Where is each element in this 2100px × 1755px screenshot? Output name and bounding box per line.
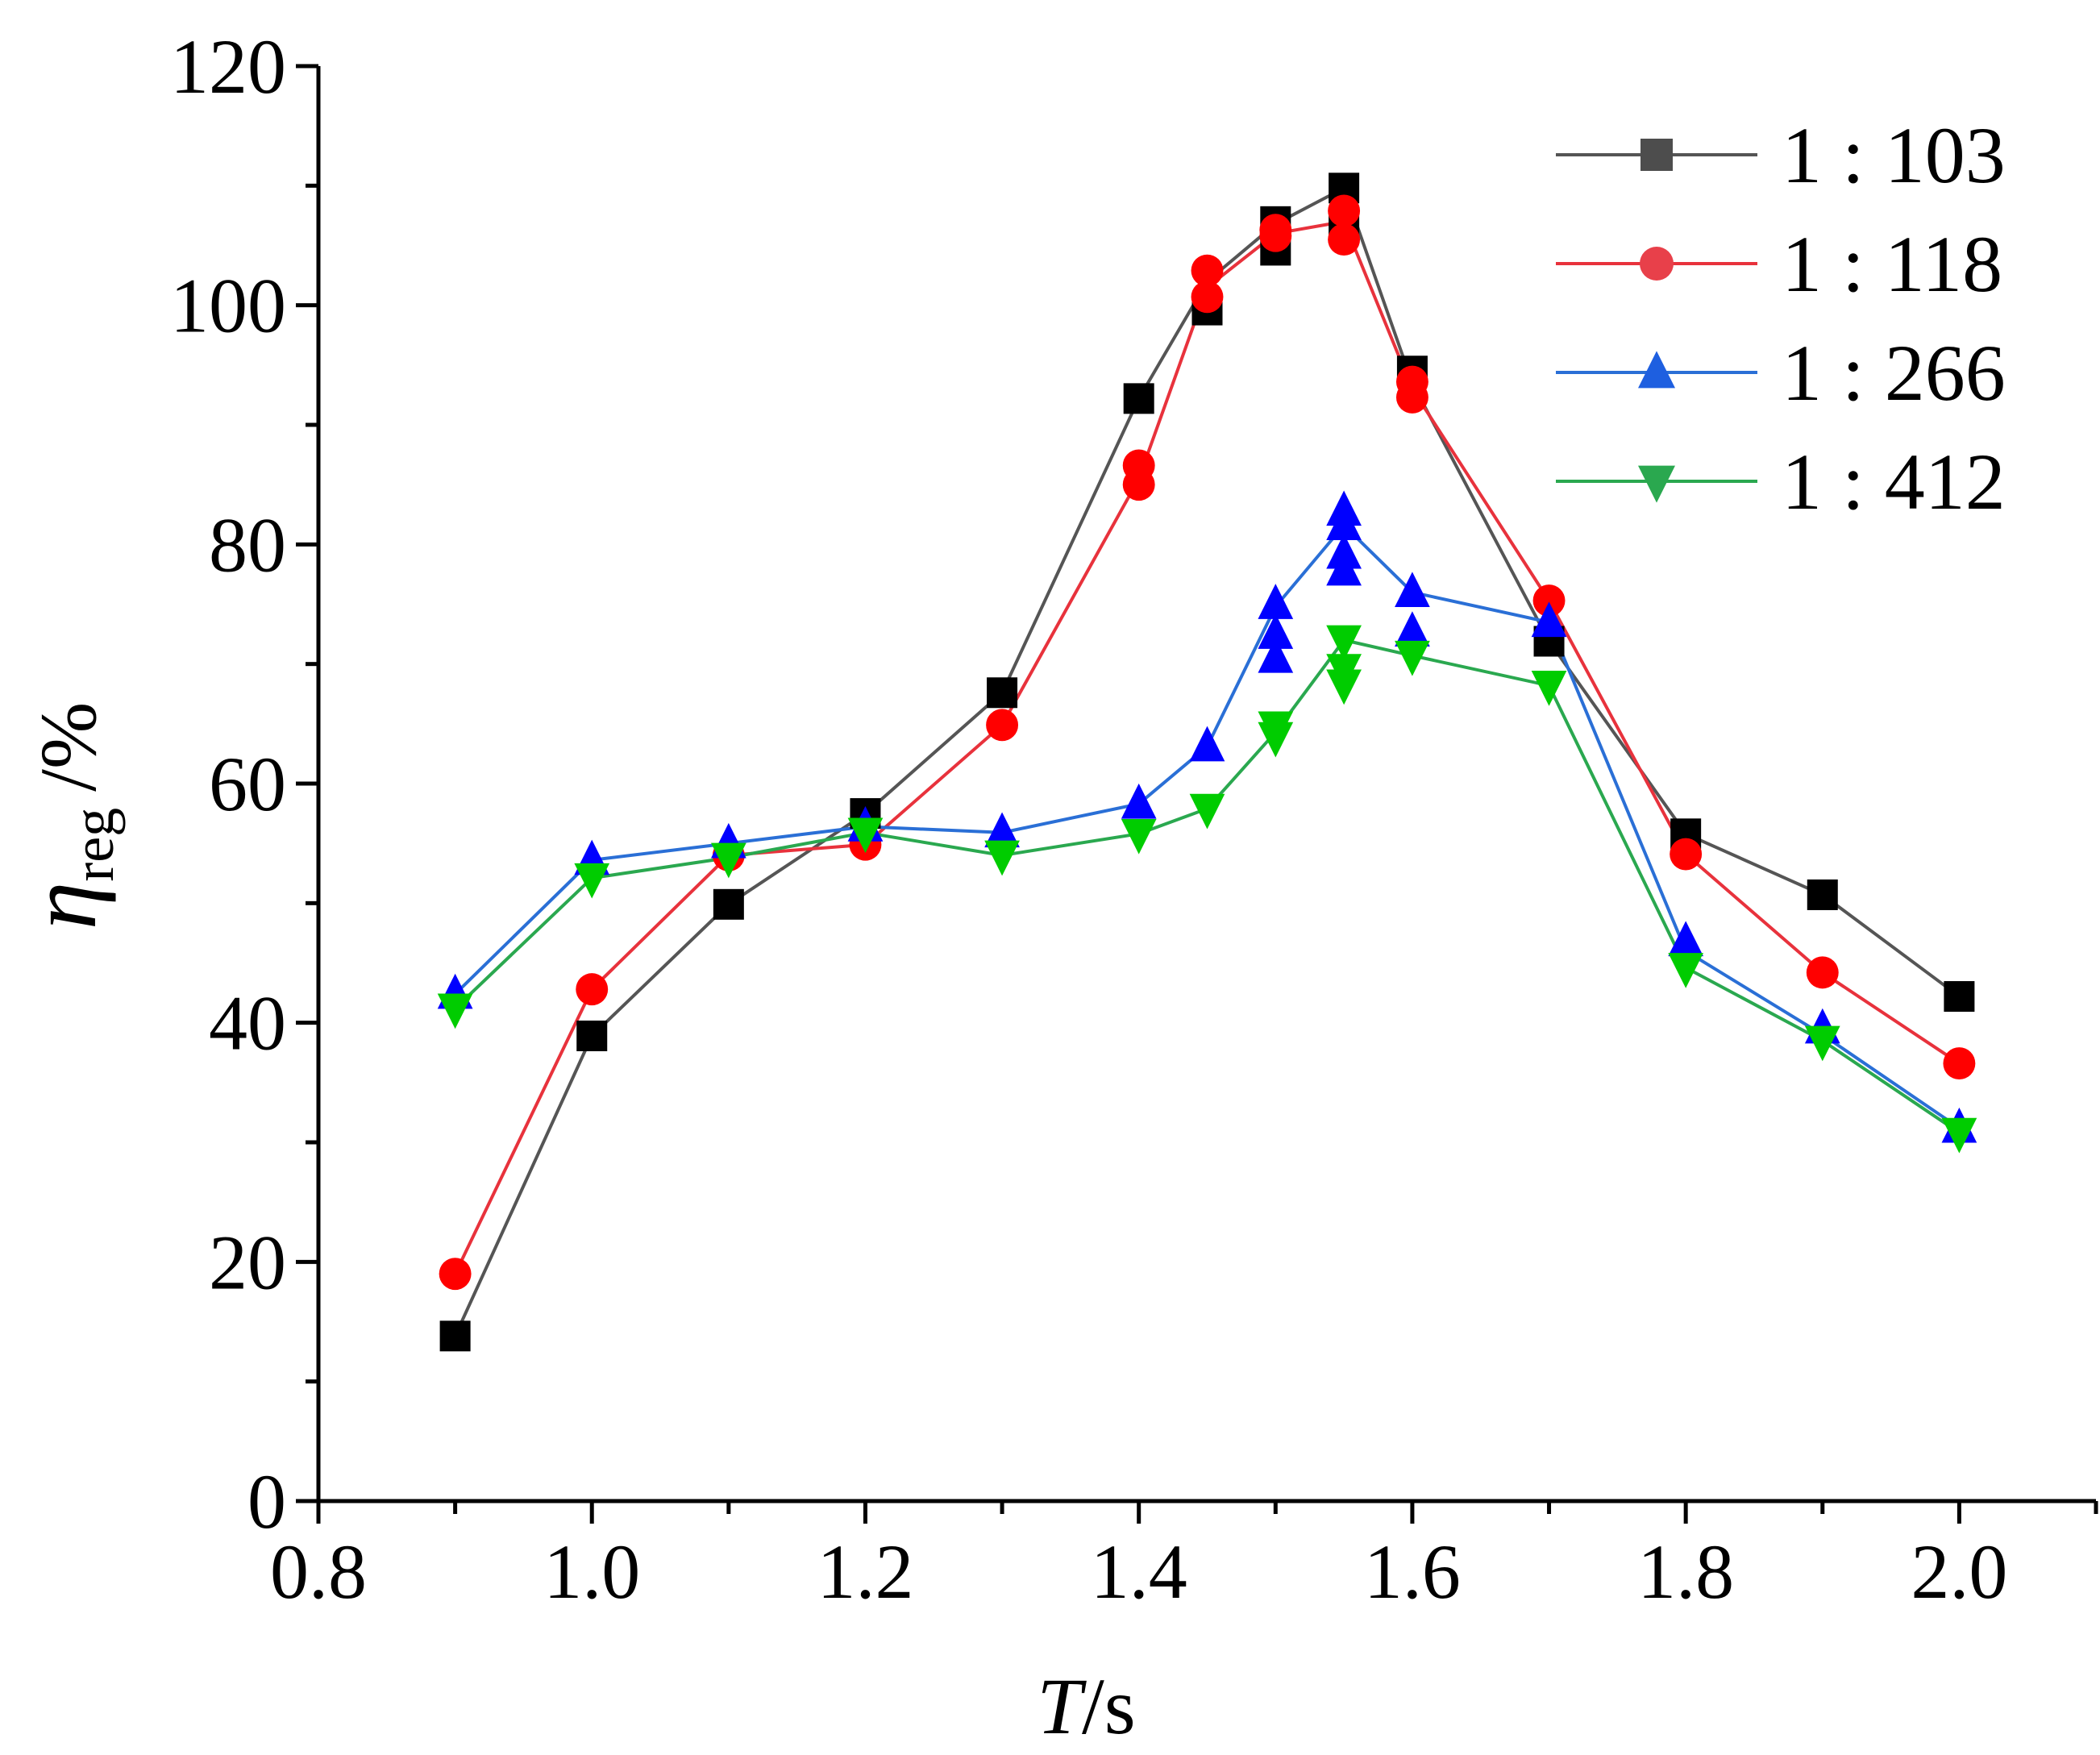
data-point	[439, 1320, 471, 1352]
data-point	[984, 840, 1020, 876]
x-tick-label: 1.0	[543, 1528, 640, 1615]
legend-marker-1	[1640, 139, 1673, 171]
legend-marker-4	[1638, 465, 1675, 503]
data-point	[1121, 783, 1157, 819]
legend-marker-2	[1640, 247, 1674, 281]
data-point	[1259, 214, 1292, 247]
y-tick-label: 20	[209, 1219, 286, 1305]
data-point	[1328, 223, 1361, 256]
data-point	[1531, 601, 1567, 638]
data-point	[986, 709, 1019, 742]
series-lines	[453, 186, 1961, 1337]
data-point	[1189, 793, 1225, 830]
data-point	[1326, 533, 1362, 569]
data-point	[1191, 281, 1224, 314]
legend: 1 : 103 1 : 118 1 : 266 1 : 412	[1556, 110, 2006, 526]
data-point	[1122, 449, 1155, 482]
legend-marker-3	[1638, 351, 1675, 389]
y-axis-title-main: η	[9, 882, 116, 930]
legend-label-1: 1 : 103	[1782, 110, 2006, 200]
x-axis-title-unit: /s	[1082, 1661, 1136, 1751]
data-point	[847, 817, 884, 854]
data-point	[1189, 726, 1225, 762]
legend-label-3: 1 : 266	[1782, 328, 2006, 418]
data-point	[439, 1258, 472, 1291]
series-2-markers	[439, 194, 1976, 1291]
data-point	[1668, 921, 1704, 957]
data-point	[1531, 671, 1567, 706]
data-point	[1941, 1117, 1977, 1154]
data-point	[984, 812, 1020, 848]
series-line-3	[454, 523, 1961, 1129]
x-tick-label: 1.4	[1091, 1528, 1187, 1615]
y-tick-label: 60	[209, 741, 286, 827]
data-point	[1258, 637, 1294, 673]
data-point	[1807, 879, 1838, 910]
legend-label-4: 1 : 412	[1782, 437, 2006, 526]
data-point	[1258, 711, 1294, 747]
data-point	[1670, 838, 1703, 871]
data-point	[1258, 584, 1294, 619]
data-point	[1121, 818, 1157, 855]
data-point	[574, 863, 610, 899]
data-point	[1258, 613, 1294, 649]
y-tick-label: 120	[170, 23, 286, 110]
data-point	[1395, 572, 1430, 608]
data-point	[1804, 1025, 1840, 1062]
x-axis-title: T/s	[1037, 1661, 1135, 1751]
data-point	[1532, 584, 1566, 617]
data-point	[1943, 1047, 1976, 1080]
data-point	[1806, 956, 1839, 989]
data-point	[1395, 640, 1430, 676]
series-line-1	[453, 186, 1961, 1337]
axes: 0.8 1.0 1.2 1.4 1.6 1.8 2.0 0 20 40 60 80 100 120	[170, 23, 2098, 1615]
data-point	[1326, 490, 1362, 526]
y-tick-label: 0	[247, 1458, 286, 1545]
x-tick-label: 1.6	[1364, 1528, 1461, 1615]
data-point	[1395, 365, 1428, 398]
data-point	[987, 677, 1018, 709]
data-point	[1326, 654, 1362, 689]
x-tick-label: 1.2	[817, 1528, 913, 1615]
data-point	[1395, 611, 1430, 647]
x-tick-label: 0.8	[270, 1528, 367, 1615]
data-point	[1326, 625, 1362, 661]
series-markers	[437, 173, 1977, 1352]
y-axis-title-unit: /%	[23, 702, 113, 792]
y-tick-label: 100	[170, 263, 286, 349]
data-point	[710, 842, 746, 879]
y-axis-title-sub: reg	[61, 808, 126, 882]
y-tick-label: 40	[209, 980, 286, 1067]
data-point	[713, 888, 744, 920]
data-point	[1123, 383, 1154, 414]
y-tick-label: 80	[209, 501, 286, 588]
data-point	[576, 1020, 608, 1051]
legend-label-2: 1 : 118	[1782, 219, 2002, 309]
data-point	[437, 993, 473, 1029]
x-tick-label: 1.8	[1637, 1528, 1734, 1615]
data-point	[1668, 953, 1704, 988]
data-point	[1191, 254, 1224, 287]
series-line-4	[454, 638, 1961, 1134]
x-axis-title-main: T	[1037, 1661, 1087, 1751]
data-point	[576, 973, 609, 1006]
x-tick-label: 2.0	[1911, 1528, 2007, 1615]
series-4-markers	[437, 625, 1977, 1154]
data-point	[1328, 194, 1361, 227]
series-1-markers	[439, 173, 1975, 1352]
y-axis-title: ηreg /%	[9, 702, 126, 930]
data-point	[1944, 981, 1975, 1013]
